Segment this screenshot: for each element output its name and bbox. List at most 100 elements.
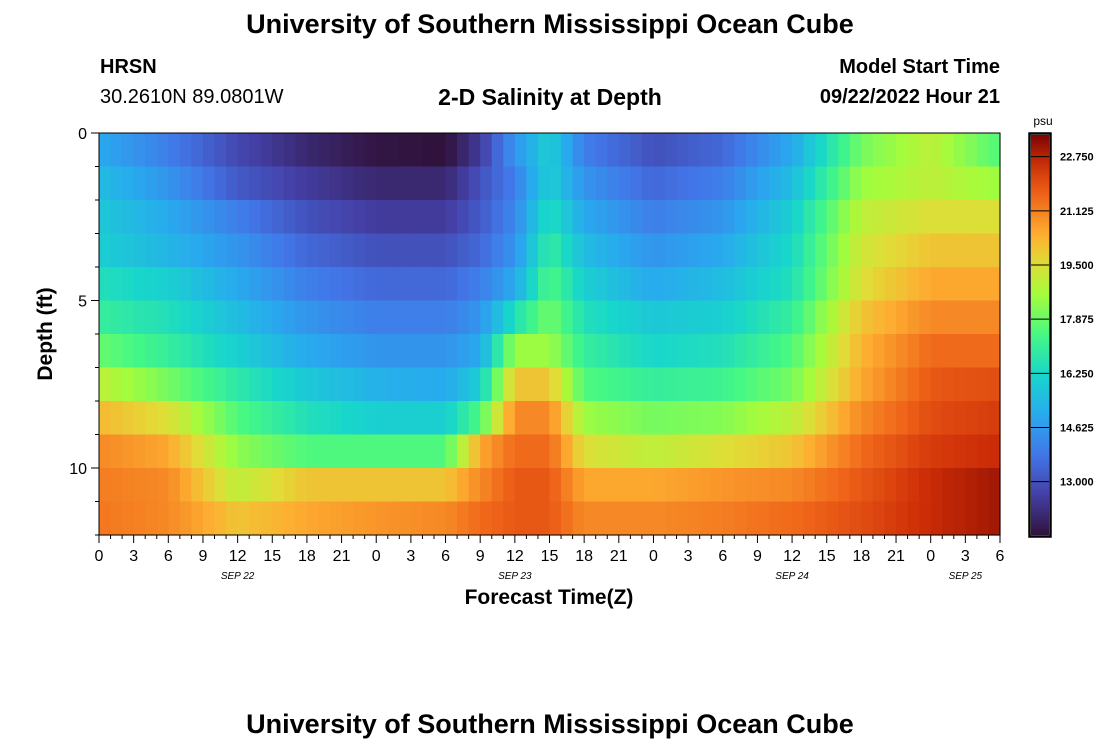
heatmap-cell [133,166,146,201]
heatmap-cell [295,468,308,503]
heatmap-cell [861,434,874,469]
heatmap-cell [653,200,666,235]
heatmap-cell [168,166,181,201]
heatmap-cell [457,233,470,268]
heatmap-cell [133,468,146,503]
x-tick-label: 15 [818,548,836,565]
heatmap-cell [202,501,216,536]
heatmap-cell [99,401,112,436]
heatmap-cell [988,434,1001,469]
heatmap-cell [549,300,562,335]
heatmap-cell [618,367,631,402]
heatmap-cell [953,166,966,201]
heatmap-cell [410,501,424,536]
heatmap-cell [618,434,631,469]
heatmap-cell [861,367,874,402]
heatmap-cell [272,233,285,268]
heatmap-cell [630,200,643,235]
heatmap-cell [318,300,331,335]
heatmap-cell [330,133,343,168]
heatmap-cell [353,200,366,235]
heatmap-cell [630,434,643,469]
heatmap-cell [283,200,296,235]
heatmap-cell [561,434,574,469]
heatmap-cell [295,267,308,302]
heatmap-cell [514,367,527,402]
heatmap-cell [237,233,250,268]
heatmap-cell [630,468,643,503]
colorbar-tick-label: 16.250 [1060,368,1094,380]
heatmap-cell [896,468,909,503]
heatmap-cell [711,267,724,302]
heatmap-cell [549,334,562,369]
heatmap-cell [260,300,273,335]
heatmap-cell [584,401,597,436]
heatmap-cell [745,434,759,469]
heatmap-cell [341,401,354,436]
heatmap-cell [768,401,782,436]
heatmap-cell [780,133,793,168]
heatmap-cell [665,267,678,302]
heatmap-cell [422,200,435,235]
heatmap-cell [676,468,689,503]
heatmap-cell [815,200,828,235]
heatmap-cell [803,401,816,436]
heatmap-cell [503,233,516,268]
heatmap-cell [722,300,735,335]
heatmap-cell [919,267,932,302]
heatmap-cell [849,434,862,469]
heatmap-cell [653,401,666,436]
heatmap-cell [665,166,678,201]
heatmap-cell [907,501,920,536]
colorbar-tick-label: 21.125 [1060,206,1094,218]
heatmap-cell [145,401,158,436]
heatmap-cell [711,166,724,201]
heatmap-cell [122,233,135,268]
heatmap-cell [884,434,897,469]
heatmap-cell [884,334,897,369]
heatmap-cell [595,200,608,235]
heatmap-cell [988,133,1001,168]
heatmap-cell [815,401,828,436]
heatmap-cell [803,334,816,369]
heatmap-cell [953,501,966,536]
heatmap-cell [537,267,551,302]
heatmap-cell [260,468,273,503]
date-label: SEP 24 [775,571,809,582]
heatmap-cell [330,233,343,268]
colorbar-tick-label: 22.750 [1060,152,1094,164]
heatmap-cell [896,501,909,536]
heatmap-cell [295,133,308,168]
heatmap-cell [930,367,943,402]
heatmap-cell [353,401,366,436]
heatmap-cell [988,300,1001,335]
heatmap-cell [491,267,504,302]
heatmap-cell [353,166,366,201]
heatmap-cell [537,434,551,469]
heatmap-cell [457,267,470,302]
heatmap-cell [722,434,735,469]
heatmap-cell [976,166,990,201]
heatmap-cell [572,401,585,436]
heatmap-cell [283,233,296,268]
heatmap-cell [572,300,585,335]
heatmap-cell [537,367,551,402]
heatmap-cell [480,334,493,369]
heatmap-cell [514,233,527,268]
x-tick-label: 18 [852,548,870,565]
heatmap-cell [711,133,724,168]
heatmap-cell [364,468,377,503]
heatmap-cell [630,401,643,436]
heatmap-cell [780,401,793,436]
heatmap-cell [688,468,701,503]
heatmap-cell [503,300,516,335]
heatmap-cell [226,434,239,469]
heatmap-cell [468,233,481,268]
heatmap-cell [191,300,204,335]
heatmap-cell [942,200,955,235]
heatmap-cell [861,334,874,369]
heatmap-cell [260,401,273,436]
heatmap-cell [376,334,389,369]
heatmap-cell [838,200,851,235]
heatmap-cell [757,166,770,201]
